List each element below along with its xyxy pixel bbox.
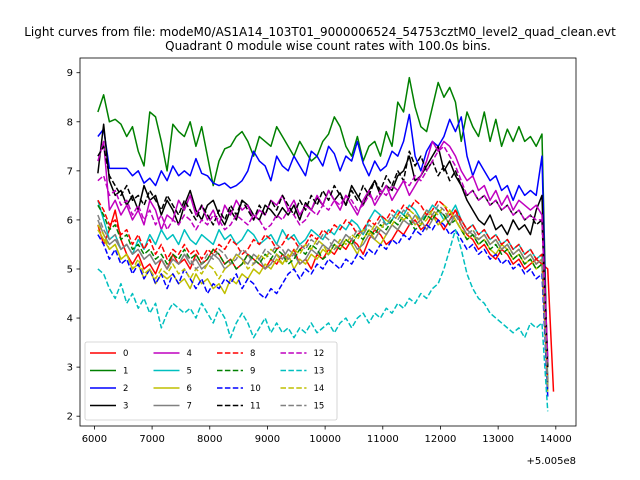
series-lines: [97, 76, 555, 412]
legend-label-12: 12: [314, 349, 325, 359]
plot-area: 6000 7000 8000 9000 10000 11000 12000 13000 1400…: [67, 57, 577, 467]
figure-suptitle: Light curves from file: modeM0/AS1A14_10…: [24, 25, 616, 39]
series-line-9: [97, 204, 549, 387]
y-tick-label: 4: [67, 314, 73, 325]
series-line-13: [97, 228, 549, 412]
x-tick-label: 14000: [540, 434, 572, 445]
x-tick-label: 12000: [425, 434, 457, 445]
legend-label-4: 4: [187, 349, 192, 359]
y-tick-label: 6: [67, 215, 73, 226]
legend-box: [84, 341, 338, 421]
legend-label-8: 8: [250, 349, 255, 359]
legend-label-7: 7: [187, 402, 192, 412]
series-line-12: [97, 145, 549, 363]
series-line-8: [97, 199, 549, 382]
y-tick-label: 7: [67, 166, 73, 177]
legend-label-0: 0: [123, 349, 128, 359]
y-tick-label: 8: [67, 117, 73, 128]
legend-label-13: 13: [314, 367, 325, 377]
series-line-15: [97, 204, 549, 387]
legend-label-14: 14: [314, 384, 325, 394]
legend-label-9: 9: [250, 367, 255, 377]
legend-label-1: 1: [123, 367, 128, 377]
legend-label-5: 5: [187, 367, 192, 377]
axes-frame: [79, 57, 577, 427]
y-tick-label: 3: [67, 363, 73, 374]
x-tick-label: 13000: [482, 434, 514, 445]
legend-label-2: 2: [123, 384, 128, 394]
chart-title: Quadrant 0 module wise count rates with …: [165, 39, 491, 53]
x-tick-label: 11000: [367, 434, 399, 445]
legend-label-6: 6: [187, 384, 192, 394]
x-tick-label: 10000: [309, 434, 341, 445]
legend-label-3: 3: [123, 402, 128, 412]
y-tick-label: 5: [67, 264, 73, 275]
x-offset-label: +5.005e8: [526, 456, 576, 467]
x-tick-label: 9000: [255, 434, 280, 445]
series-line-5: [97, 200, 549, 382]
x-tick-label: 7000: [139, 434, 164, 445]
x-tick-label: 8000: [197, 434, 222, 445]
series-line-11: [97, 145, 549, 368]
legend-label-10: 10: [250, 384, 261, 394]
legend-label-15: 15: [314, 402, 325, 412]
series-line-1: [97, 76, 549, 387]
y-tick-label: 2: [67, 412, 73, 423]
x-tick-label: 6000: [82, 434, 107, 445]
series-line-10: [97, 219, 549, 397]
legend-label-11: 11: [250, 402, 261, 412]
y-tick-label: 9: [67, 68, 73, 79]
series-line-14: [97, 204, 549, 387]
